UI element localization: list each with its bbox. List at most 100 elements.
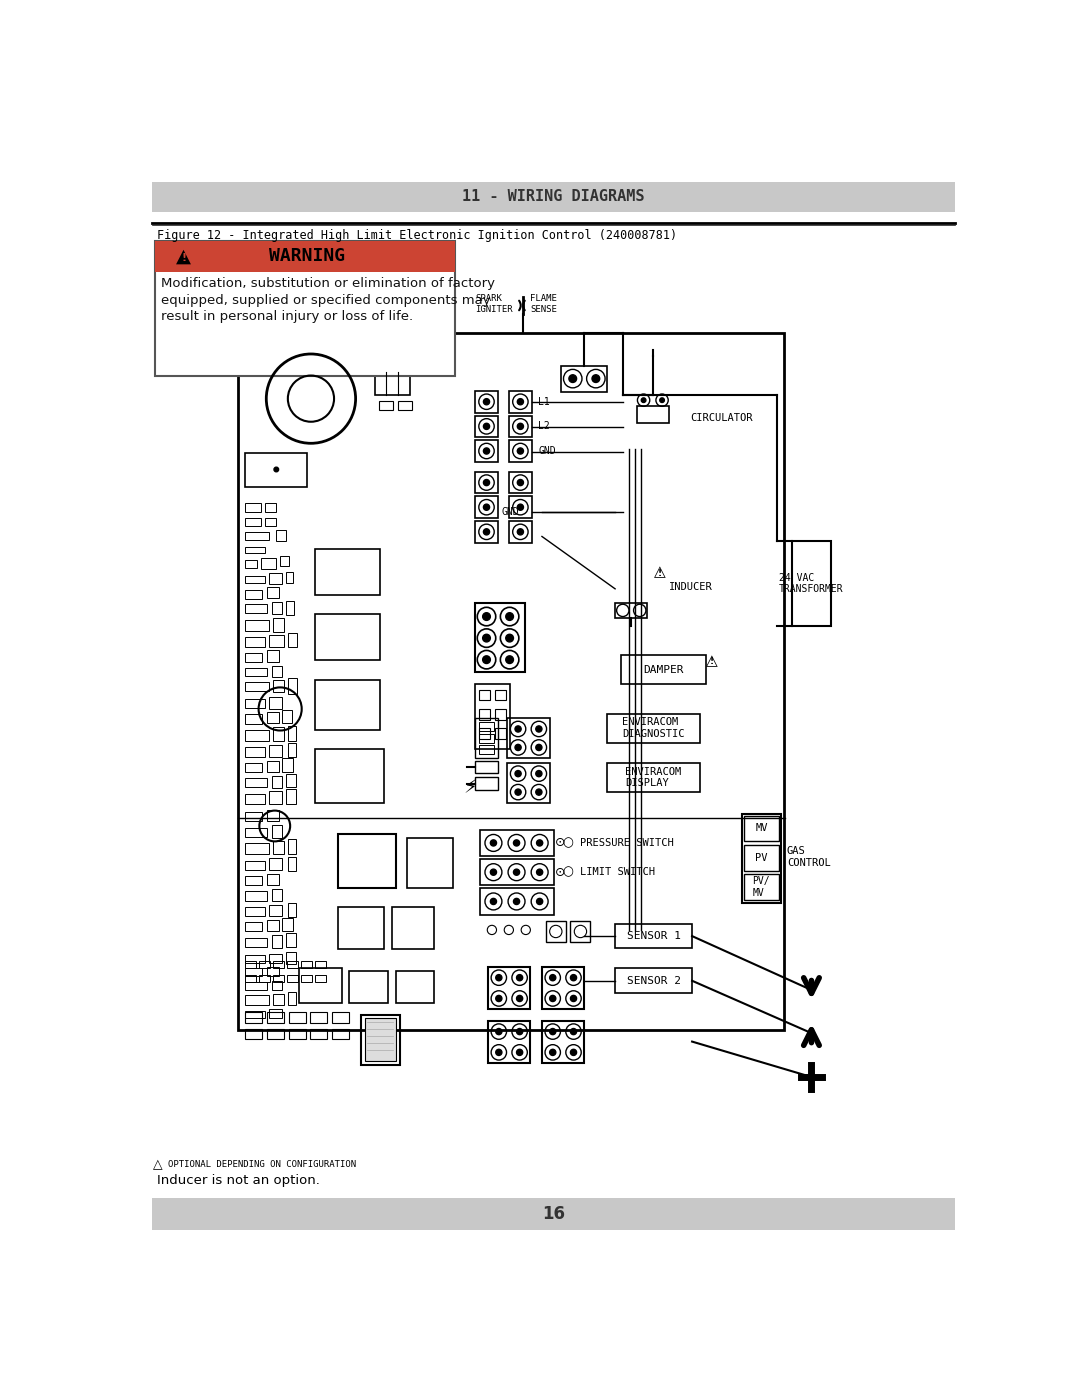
- Circle shape: [483, 613, 490, 620]
- Bar: [265, 518, 276, 525]
- Bar: [742, 814, 781, 902]
- Circle shape: [274, 467, 279, 472]
- Circle shape: [513, 840, 519, 847]
- Circle shape: [484, 423, 489, 429]
- Text: !: !: [658, 569, 662, 578]
- Circle shape: [569, 374, 577, 383]
- Bar: [338, 834, 395, 887]
- Bar: [481, 888, 554, 915]
- Text: Modification, substitution or elimination of factory: Modification, substitution or eliminatio…: [161, 278, 495, 291]
- Text: L2: L2: [538, 422, 550, 432]
- Bar: [288, 633, 297, 647]
- Bar: [636, 407, 669, 423]
- Bar: [793, 541, 831, 626]
- Bar: [245, 637, 265, 647]
- Bar: [245, 827, 267, 837]
- Bar: [272, 602, 283, 615]
- Circle shape: [550, 1028, 556, 1035]
- Bar: [245, 714, 262, 724]
- Bar: [379, 401, 392, 411]
- Bar: [283, 759, 294, 773]
- Bar: [245, 620, 269, 631]
- Bar: [245, 605, 267, 613]
- Bar: [245, 922, 262, 932]
- Bar: [607, 763, 700, 792]
- Bar: [245, 532, 269, 539]
- Text: ⊙: ⊙: [554, 837, 565, 849]
- Text: result in personal injury or loss of life.: result in personal injury or loss of lif…: [161, 310, 413, 323]
- Bar: [245, 876, 262, 886]
- Text: Figure 12 - Integrated High Limit Electronic Ignition Control (240008781): Figure 12 - Integrated High Limit Electr…: [157, 229, 677, 242]
- Bar: [397, 401, 411, 411]
- Bar: [478, 728, 489, 739]
- Text: CIRCULATOR: CIRCULATOR: [690, 414, 753, 423]
- Text: PV: PV: [755, 852, 768, 862]
- Circle shape: [490, 869, 497, 876]
- Bar: [269, 858, 283, 870]
- Text: GAS
CONTROL: GAS CONTROL: [787, 847, 831, 868]
- Text: ⚡: ⚡: [463, 778, 477, 798]
- Bar: [261, 557, 276, 569]
- Bar: [395, 971, 434, 1003]
- Circle shape: [483, 634, 490, 643]
- Bar: [245, 968, 262, 977]
- Bar: [616, 923, 692, 949]
- Bar: [269, 697, 283, 708]
- Text: GND: GND: [538, 446, 556, 455]
- Text: DAMPER: DAMPER: [644, 665, 684, 675]
- Circle shape: [537, 840, 543, 847]
- Bar: [314, 961, 325, 968]
- Text: 16: 16: [542, 1206, 565, 1222]
- Circle shape: [484, 448, 489, 454]
- Bar: [267, 651, 280, 662]
- Bar: [267, 810, 279, 821]
- Bar: [265, 503, 276, 511]
- Bar: [607, 714, 700, 743]
- Bar: [314, 615, 380, 661]
- Circle shape: [513, 898, 519, 904]
- Bar: [301, 975, 312, 982]
- Bar: [245, 747, 265, 757]
- Bar: [475, 521, 498, 542]
- Bar: [245, 548, 265, 553]
- Text: PV/
MV: PV/ MV: [753, 876, 770, 898]
- Circle shape: [536, 771, 542, 777]
- Bar: [276, 529, 285, 541]
- Circle shape: [537, 869, 543, 876]
- Circle shape: [536, 726, 542, 732]
- Bar: [245, 652, 262, 662]
- Bar: [508, 763, 550, 803]
- Text: △: △: [653, 564, 665, 580]
- Text: WARNING: WARNING: [269, 247, 346, 265]
- Text: GND: GND: [502, 507, 519, 517]
- Circle shape: [570, 1049, 577, 1056]
- Bar: [245, 907, 265, 916]
- Bar: [744, 875, 779, 900]
- Bar: [267, 712, 279, 722]
- Bar: [273, 961, 284, 968]
- Circle shape: [505, 655, 513, 664]
- Text: SENSOR 1: SENSOR 1: [626, 930, 680, 942]
- Bar: [570, 921, 591, 942]
- Bar: [310, 1028, 327, 1039]
- Bar: [267, 967, 279, 977]
- Circle shape: [490, 898, 497, 904]
- Circle shape: [484, 504, 489, 510]
- Bar: [273, 841, 284, 855]
- Circle shape: [592, 374, 599, 383]
- Bar: [301, 961, 312, 968]
- Bar: [245, 1028, 262, 1039]
- Text: ▲: ▲: [176, 247, 191, 265]
- Bar: [299, 968, 341, 1003]
- Circle shape: [516, 996, 523, 1002]
- Circle shape: [515, 745, 522, 750]
- Bar: [273, 617, 284, 631]
- Bar: [269, 1009, 283, 1018]
- Bar: [475, 440, 498, 462]
- Text: SENSOR 2: SENSOR 2: [626, 975, 680, 986]
- Bar: [488, 1021, 530, 1063]
- Bar: [245, 975, 256, 982]
- Circle shape: [536, 789, 542, 795]
- Text: INDUCER: INDUCER: [669, 583, 713, 592]
- Bar: [475, 718, 498, 759]
